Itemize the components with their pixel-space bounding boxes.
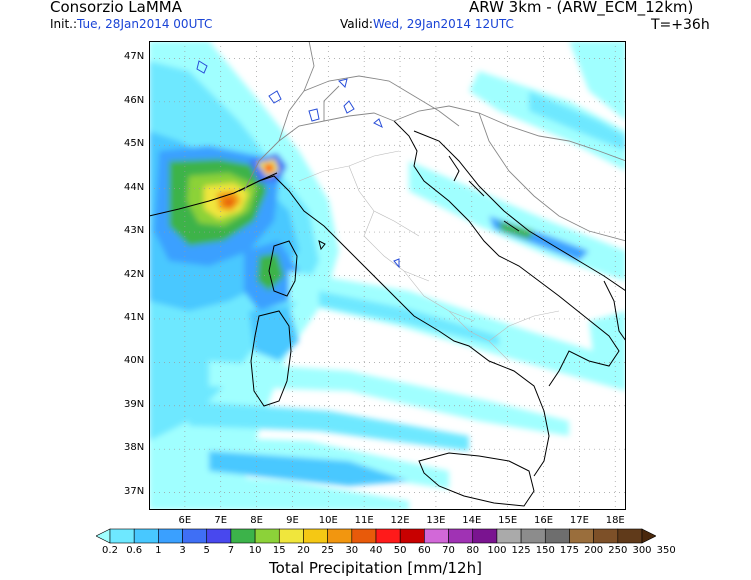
- colorbar-label: 250: [608, 545, 628, 556]
- model-title: ARW 3km - (ARW_ECM_12km): [469, 0, 694, 16]
- colorbar-swatch: [182, 528, 208, 544]
- latitude-label: 38N: [124, 442, 145, 454]
- latitude-label: 44N: [124, 181, 145, 193]
- colorbar: [96, 528, 656, 544]
- colorbar-label: 10: [248, 545, 262, 556]
- precipitation-map: [149, 41, 626, 510]
- colorbar-label: 25: [321, 545, 334, 556]
- colorbar-swatch: [544, 528, 570, 544]
- colorbar-title: Total Precipitation [mm/12h]: [269, 559, 482, 577]
- colorbar-swatch: [109, 528, 135, 544]
- colorbar-swatch: [448, 528, 474, 544]
- latitude-label: 37N: [124, 485, 145, 497]
- colorbar-arrow-high: [641, 528, 656, 544]
- colorbar-label: 70: [442, 545, 455, 556]
- valid-value: Wed, 29Jan2014 12UTC: [372, 17, 514, 31]
- colorbar-swatch: [399, 528, 425, 544]
- map-frame: [149, 41, 626, 510]
- lakes: [196, 60, 400, 269]
- longitude-label: 15E: [498, 515, 518, 526]
- colorbar-label: 300: [632, 545, 652, 556]
- colorbar-label: 50: [393, 545, 407, 556]
- colorbar-label: 1: [155, 545, 162, 556]
- colorbar-swatch: [254, 528, 280, 544]
- latitude-label: 45N: [124, 138, 145, 150]
- colorbar-label: 175: [559, 545, 579, 556]
- colorbar-swatch: [593, 528, 619, 544]
- longitude-label: 8E: [250, 515, 263, 526]
- colorbar-label: 350: [656, 545, 676, 556]
- colorbar-swatch: [472, 528, 498, 544]
- colorbar-swatch: [303, 528, 328, 544]
- colorbar-label: 3: [179, 545, 186, 556]
- colorbar-swatch: [351, 528, 377, 544]
- longitude-label: 7E: [214, 515, 228, 526]
- latitude-label: 42N: [124, 268, 145, 280]
- colorbar-label: 7: [227, 545, 235, 556]
- lat-lon-grid: [149, 41, 626, 510]
- longitude-label: 6E: [178, 515, 192, 526]
- colorbar-label: 0.2: [102, 545, 118, 556]
- longitude-label: 14E: [462, 515, 482, 526]
- colorbar-swatch: [133, 528, 159, 544]
- valid-time: Valid:Wed, 29Jan2014 12UTC: [340, 17, 514, 31]
- longitude-label: 13E: [426, 515, 446, 526]
- colorbar-swatch: [617, 528, 643, 544]
- init-value: Tue, 28Jan2014 00UTC: [77, 17, 213, 31]
- longitude-label: 12E: [390, 515, 410, 526]
- colorbar-label: 80: [466, 545, 480, 556]
- colorbar-label: 30: [345, 545, 359, 556]
- regional-borders: [298, 150, 560, 362]
- latitude-label: 41N: [124, 311, 145, 323]
- init-label: Init.:: [50, 17, 78, 31]
- colorbar-label: 200: [584, 545, 604, 556]
- colorbar-label: 100: [487, 545, 507, 556]
- latitude-label: 46N: [124, 94, 145, 106]
- longitude-label: 11E: [354, 515, 374, 526]
- longitude-label: 17E: [569, 515, 589, 526]
- latitude-label: 40N: [124, 355, 145, 367]
- longitude-label: 9E: [286, 515, 299, 526]
- colorbar-label: 0.6: [126, 545, 143, 556]
- colorbar-label: 15: [272, 545, 286, 556]
- colorbar-swatch: [520, 528, 546, 544]
- latitude-label: 43N: [124, 225, 145, 237]
- colorbar-swatch: [230, 528, 256, 544]
- colorbar-swatch: [496, 528, 522, 544]
- coastlines: [149, 120, 626, 507]
- latitude-label: 39N: [124, 398, 145, 410]
- organization-title: Consorzio LaMMA: [50, 0, 182, 16]
- init-time: Init.:Tue, 28Jan2014 00UTC: [50, 17, 212, 31]
- longitude-label: 18E: [605, 515, 625, 526]
- national-borders: [243, 41, 626, 242]
- colorbar-label: 40: [369, 545, 383, 556]
- valid-label: Valid:: [340, 17, 373, 31]
- longitude-label: 10E: [318, 515, 338, 526]
- colorbar-swatch: [158, 528, 183, 544]
- colorbar-label: 5: [203, 545, 210, 556]
- colorbar-swatch: [375, 528, 401, 544]
- colorbar-label: 150: [535, 545, 555, 556]
- longitude-label: 16E: [533, 515, 554, 526]
- colorbar-label: 20: [297, 545, 310, 556]
- precip-field: [149, 41, 626, 510]
- colorbar-label: 125: [511, 545, 531, 556]
- colorbar-swatch: [327, 528, 353, 544]
- forecast-step: T=+36h: [651, 17, 710, 33]
- colorbar-swatch: [278, 528, 304, 544]
- latitude-label: 47N: [124, 51, 145, 63]
- colorbar-swatch: [569, 528, 594, 544]
- colorbar-swatch: [206, 528, 232, 544]
- colorbar-swatch: [424, 528, 449, 544]
- colorbar-label: 60: [417, 545, 431, 556]
- colorbar-arrow-low: [96, 528, 111, 544]
